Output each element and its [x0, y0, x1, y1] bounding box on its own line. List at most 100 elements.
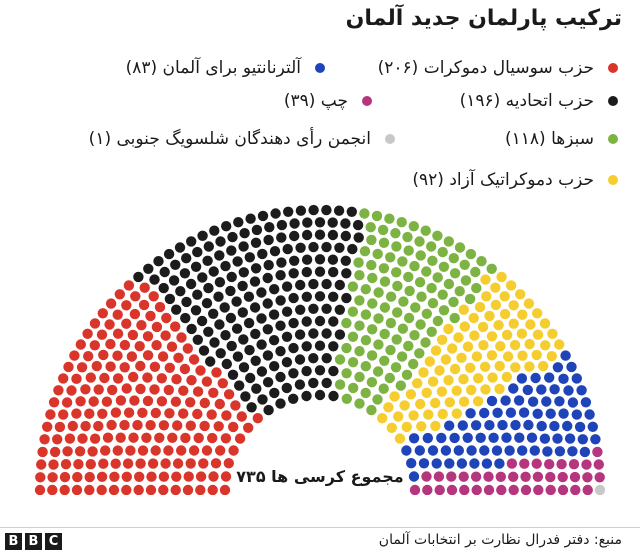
seat-dot: [426, 326, 437, 337]
seat-dot: [233, 217, 244, 228]
seat-dot: [341, 268, 352, 279]
seat-dot: [245, 372, 256, 384]
seat-dot: [34, 484, 46, 495]
seat-dot: [544, 372, 555, 383]
seat-dot: [341, 393, 352, 404]
seat-dot: [514, 432, 525, 443]
seat-dot: [301, 266, 312, 278]
seat-dot: [469, 458, 480, 469]
seat-dot: [232, 351, 244, 362]
seat-dot: [257, 248, 268, 260]
seat-dot: [262, 298, 273, 309]
seat-dot: [391, 267, 402, 278]
seat-dot: [414, 348, 425, 359]
seat-dot: [347, 331, 359, 342]
seat-dot: [179, 363, 191, 375]
seat-dot: [360, 335, 372, 346]
seat-dot: [142, 350, 154, 361]
seat-dot: [414, 236, 425, 247]
seat-dot: [554, 446, 566, 457]
seat-dot: [221, 410, 232, 421]
seat-dot: [328, 390, 339, 402]
legend-label: حزب اتحادیه: [505, 91, 594, 111]
seat-dot: [150, 445, 161, 456]
seat-dot: [121, 471, 132, 482]
seat-dot: [471, 351, 483, 362]
seat-dot: [295, 205, 307, 216]
seat-dot: [256, 339, 267, 350]
seat-dot: [496, 484, 507, 495]
seat-dot: [58, 373, 69, 384]
seat-group: [334, 208, 497, 416]
seat-dot: [421, 471, 432, 482]
seat-dot: [123, 280, 135, 291]
seat-dot: [401, 369, 413, 380]
seat-dot: [449, 268, 461, 279]
seat-dot: [89, 318, 101, 329]
seat-dot: [471, 484, 482, 495]
seat-dot: [459, 259, 470, 270]
seat-dot: [416, 421, 427, 432]
legend-item-afd: آلترنانتیو برای آلمان (۸۳): [126, 58, 325, 78]
seat-dot: [477, 321, 489, 333]
legend-swatch: [385, 134, 395, 144]
seat-dot: [333, 205, 345, 216]
seat-dot: [421, 387, 432, 398]
seat-dot: [552, 433, 563, 444]
seat-dot: [418, 458, 430, 469]
seat-dot: [250, 237, 262, 248]
seat-dot: [414, 277, 426, 288]
seat-dot: [392, 307, 403, 318]
seat-dot: [341, 368, 352, 379]
seat-dot: [581, 459, 592, 470]
seat-dot: [476, 256, 487, 267]
seat-dot: [490, 282, 501, 293]
seat-dot: [243, 317, 255, 329]
seat-dot: [115, 395, 127, 406]
seat-dot: [403, 312, 415, 324]
seat-dot: [408, 433, 420, 444]
seat-dot: [545, 408, 556, 419]
seat-dot: [105, 361, 116, 372]
seat-dot: [308, 204, 319, 216]
seat-dot: [497, 419, 508, 431]
seat-dot: [232, 256, 243, 267]
seat-dot: [203, 326, 214, 337]
seat-dot: [314, 229, 326, 240]
seat-dot: [554, 396, 565, 407]
seat-dot: [47, 472, 58, 483]
seat-dot: [443, 278, 455, 290]
seat-dot: [269, 387, 280, 399]
seat-dot: [269, 284, 280, 295]
seat-dot: [569, 471, 581, 483]
seat-dot: [474, 301, 486, 313]
legend-swatch: [608, 96, 618, 106]
seat-dot: [366, 404, 377, 416]
seat-dot: [341, 342, 352, 354]
seat-dot: [516, 328, 528, 339]
seat-group: [401, 350, 601, 482]
seat-dot: [288, 342, 299, 354]
seat-dot: [130, 291, 141, 302]
seat-dot: [432, 315, 444, 327]
seat-dot: [178, 385, 189, 396]
seat-dot: [391, 334, 402, 345]
seat-dot: [541, 396, 552, 407]
seat-dot: [158, 420, 170, 431]
seat-dot: [592, 446, 603, 458]
seat-dot: [164, 293, 176, 305]
legend-swatch: [362, 96, 372, 106]
seat-dot: [347, 281, 359, 292]
seat-dot: [549, 384, 560, 395]
seat-dot: [125, 445, 136, 456]
seat-dot: [221, 358, 232, 370]
seat-dot: [219, 302, 230, 313]
seat-dot: [207, 484, 218, 495]
seat-dot: [228, 445, 239, 456]
seat-dot: [554, 339, 565, 350]
seat-dot: [494, 458, 505, 469]
seat-dot: [449, 432, 460, 444]
seat-dot: [110, 407, 122, 418]
seat-dot: [545, 484, 556, 495]
seat-dot: [199, 420, 210, 432]
